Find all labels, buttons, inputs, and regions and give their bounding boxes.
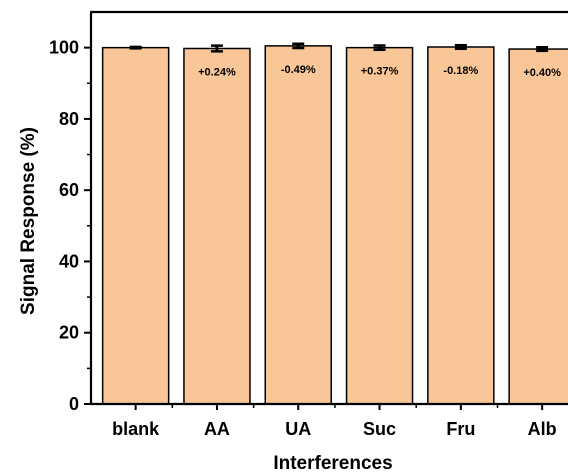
data-label-Suc: +0.37% xyxy=(361,66,399,78)
data-label-UA: -0.49% xyxy=(281,64,316,76)
bar-Alb xyxy=(508,48,568,405)
bars-group xyxy=(101,45,568,405)
x-tick-label-AA: AA xyxy=(204,419,230,439)
y-ticks-group: 0 20 40 60 80 100 xyxy=(49,38,91,414)
y-tick-label-60: 60 xyxy=(59,180,79,200)
y-tick-label-100: 100 xyxy=(49,38,79,58)
y-tick-label-20: 20 xyxy=(59,323,79,343)
bar-UA xyxy=(264,45,332,405)
x-tick-label-Fru: Fru xyxy=(446,419,475,439)
bar-Suc xyxy=(345,46,414,405)
y-tick-label-0: 0 xyxy=(69,394,79,414)
x-tick-label-Suc: Suc xyxy=(363,419,396,439)
axes-group xyxy=(89,10,568,406)
x-ticks-group: blank AA UA Suc Fru Alb xyxy=(112,404,557,439)
y-tick-label-80: 80 xyxy=(59,109,79,129)
y-tick-label-40: 40 xyxy=(59,251,79,271)
bar-blank xyxy=(101,46,170,405)
data-label-AA: +0.24% xyxy=(198,66,236,78)
data-label-Fru: -0.18% xyxy=(443,65,478,77)
error-bars-group xyxy=(129,42,549,53)
data-label-Alb: +0.40% xyxy=(523,67,561,79)
bar-AA xyxy=(183,47,251,405)
x-tick-label-Alb: Alb xyxy=(528,419,557,439)
annotations-group: +0.24% -0.49% +0.37% -0.18% +0.40% xyxy=(198,64,561,79)
x-axis-title: Interferences xyxy=(273,453,392,473)
bar-Fru xyxy=(427,46,495,405)
y-axis-title: Signal Response (%) xyxy=(18,127,39,315)
x-tick-label-UA: UA xyxy=(285,419,311,439)
x-tick-label-blank: blank xyxy=(112,419,160,439)
